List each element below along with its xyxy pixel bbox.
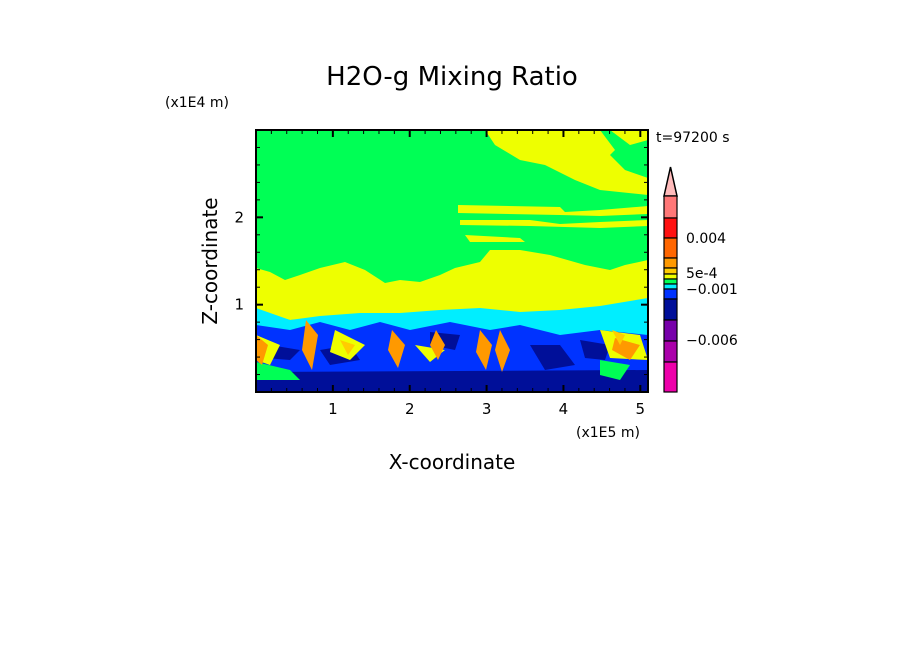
x-tick-label: 3 — [482, 400, 492, 418]
colorbar-segment — [663, 288, 678, 300]
contour-field — [256, 130, 648, 392]
colorbar-segment — [663, 298, 678, 321]
colorbar-segment — [663, 278, 678, 285]
y-tick-label: 2 — [234, 208, 244, 226]
contour-region — [458, 205, 648, 216]
y-tick-label: 1 — [234, 296, 244, 314]
contour-region — [256, 360, 630, 380]
contour-region — [465, 235, 525, 242]
x-axis-label: X-coordinate — [389, 450, 516, 474]
colorbar-segment — [663, 257, 678, 269]
colorbar-segment — [663, 267, 678, 275]
x-tick-label: 1 — [328, 400, 338, 418]
colorbar-segment — [663, 283, 678, 290]
contour-region — [256, 250, 648, 320]
colorbar-segment — [663, 273, 678, 280]
colorbar-segment — [663, 195, 678, 219]
chart-title: H2O-g Mixing Ratio — [326, 62, 578, 92]
colorbar-segment — [663, 237, 678, 259]
colorbar-label: −0.006 — [686, 333, 738, 349]
colorbar-extend-triangle — [663, 166, 678, 197]
contour-region — [256, 330, 648, 365]
colorbar-label: 5e-4 — [686, 266, 718, 282]
contour-region — [256, 332, 648, 392]
colorbar: 0.004 5e-4−0.001 −0.006 — [663, 166, 738, 393]
colorbar-segment — [663, 217, 678, 239]
colorbar-segment — [663, 361, 678, 393]
x-tick-label: 4 — [559, 400, 569, 418]
x-tick-label: 2 — [405, 400, 415, 418]
colorbar-label: −0.001 — [686, 282, 738, 298]
colorbar-label: 0.004 — [686, 231, 726, 247]
time-label: t=97200 s — [656, 130, 730, 146]
y-unit-label: (x1E4 m) — [165, 95, 229, 111]
contour-region — [460, 220, 648, 228]
plot-frame — [255, 129, 649, 393]
x-tick-label: 5 — [636, 400, 646, 418]
axis-ticks: 1 2 3 4 5 1 2 — [234, 130, 648, 418]
x-unit-label: (x1E5 m) — [576, 425, 640, 441]
contour-region — [560, 130, 615, 165]
colorbar-segment — [663, 319, 678, 342]
y-axis-label: Z-coordinate — [198, 197, 222, 324]
colorbar-segment — [663, 340, 678, 363]
